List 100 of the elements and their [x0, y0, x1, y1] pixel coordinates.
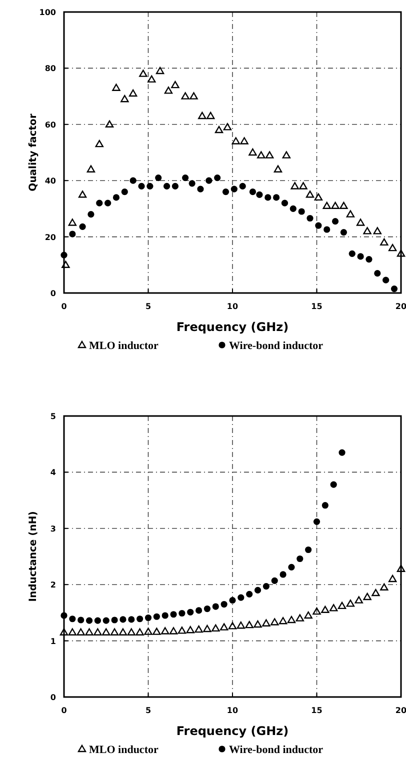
point	[296, 555, 304, 562]
point	[104, 200, 112, 206]
point	[229, 597, 236, 604]
legend-label: MLO inductor	[89, 744, 158, 756]
point	[146, 182, 154, 190]
point	[315, 222, 322, 229]
point	[331, 202, 340, 209]
point	[388, 244, 397, 252]
y-tick-label: 40	[44, 176, 56, 186]
point	[102, 617, 110, 624]
legend-label: Wire-bond inductor	[229, 340, 324, 352]
point	[321, 606, 330, 613]
point	[162, 612, 168, 619]
point	[374, 270, 381, 277]
point	[305, 546, 312, 554]
point	[62, 260, 70, 268]
x-tick-label: 20	[395, 706, 406, 715]
point	[388, 574, 397, 582]
point	[390, 285, 398, 292]
point	[130, 177, 136, 184]
point	[120, 95, 129, 102]
point	[222, 188, 230, 196]
point	[396, 250, 406, 257]
point	[238, 594, 244, 601]
point	[324, 226, 330, 233]
x-tick-label: 0	[61, 302, 68, 311]
point	[271, 577, 278, 584]
point	[296, 614, 304, 622]
point	[127, 628, 136, 636]
point	[94, 617, 101, 624]
point	[380, 583, 388, 591]
point	[348, 250, 356, 257]
point	[280, 571, 286, 578]
point	[265, 151, 274, 158]
y-tick-label: 3	[50, 524, 56, 534]
point	[245, 620, 254, 628]
point	[396, 564, 406, 572]
point	[111, 616, 118, 624]
point	[79, 223, 86, 230]
point	[262, 582, 270, 590]
point	[264, 194, 272, 201]
point	[138, 182, 145, 190]
point	[214, 126, 224, 134]
point	[187, 608, 194, 616]
point	[68, 628, 77, 636]
x-tick-label: 10	[226, 302, 238, 311]
y-tick-label: 80	[44, 64, 56, 74]
point	[338, 449, 346, 456]
x-tick-label: 15	[311, 302, 323, 311]
point	[214, 174, 221, 182]
point	[322, 202, 331, 209]
point	[346, 210, 355, 218]
x-tick-label: 10	[226, 706, 238, 715]
point	[178, 610, 186, 617]
point	[246, 590, 253, 598]
point	[356, 218, 365, 226]
point	[332, 218, 339, 225]
point	[312, 607, 321, 615]
point	[220, 600, 228, 608]
point	[153, 613, 160, 620]
point	[121, 188, 128, 196]
point	[330, 481, 337, 488]
point	[372, 588, 380, 596]
point	[163, 182, 170, 190]
x-tick-label: 5	[145, 302, 152, 311]
point	[85, 628, 94, 636]
point	[94, 628, 102, 636]
point	[69, 616, 76, 622]
point	[148, 75, 156, 83]
point	[257, 151, 266, 158]
point	[373, 227, 382, 234]
point	[232, 137, 240, 144]
point	[203, 624, 212, 632]
y-tick-label: 0	[50, 693, 56, 702]
legend-label: MLO inductor	[89, 340, 158, 352]
point	[212, 624, 220, 632]
point	[155, 174, 162, 182]
point	[136, 616, 144, 622]
point	[313, 518, 320, 525]
point	[76, 628, 85, 636]
point	[240, 137, 248, 144]
point	[69, 230, 76, 238]
y-axis-title: Inductance (nH)	[28, 511, 39, 602]
point	[144, 628, 152, 635]
point	[248, 148, 257, 156]
point	[290, 182, 299, 190]
point	[112, 84, 120, 91]
point	[190, 92, 198, 100]
point	[78, 190, 87, 198]
point	[78, 616, 84, 624]
point	[363, 227, 372, 234]
point	[230, 186, 238, 192]
point	[281, 200, 288, 206]
point	[366, 256, 372, 263]
point	[86, 165, 96, 172]
point	[139, 70, 148, 77]
point	[181, 92, 190, 100]
point	[86, 617, 93, 624]
point	[206, 177, 212, 184]
point	[282, 151, 291, 158]
